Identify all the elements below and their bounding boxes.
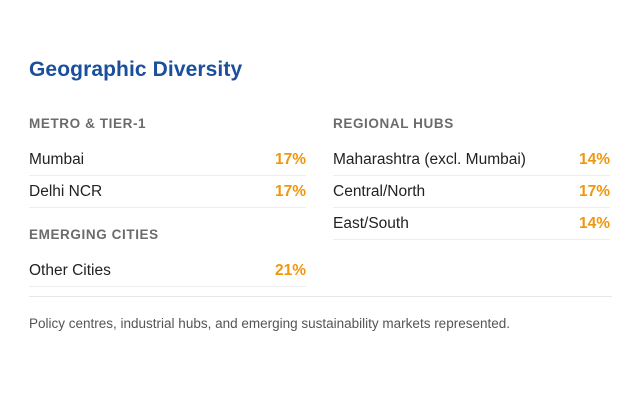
- footnote: Policy centres, industrial hubs, and eme…: [29, 316, 510, 331]
- group-heading-regional: REGIONAL HUBS: [333, 116, 454, 131]
- item-label: East/South: [333, 214, 409, 232]
- item-value: 17%: [578, 182, 610, 200]
- divider: [29, 296, 612, 297]
- right-column: REGIONAL HUBS Maharashtra (excl. Mumbai)…: [333, 114, 610, 240]
- item-label: Central/North: [333, 182, 426, 200]
- list-item-delhi-ncr: Delhi NCR 17%: [29, 176, 306, 208]
- item-value: 14%: [578, 214, 610, 232]
- item-label: Mumbai: [29, 150, 85, 168]
- item-label: Delhi NCR: [29, 182, 103, 200]
- item-value: 17%: [274, 150, 306, 168]
- left-column: METRO & TIER-1 Mumbai 17% Delhi NCR 17% …: [29, 114, 306, 287]
- item-label: Other Cities: [29, 261, 111, 279]
- list-item-east-south: East/South 14%: [333, 208, 610, 240]
- list-item-maharashtra: Maharashtra (excl. Mumbai) 14%: [333, 144, 610, 176]
- group-heading-emerging: EMERGING CITIES: [29, 227, 159, 242]
- item-value: 14%: [578, 150, 610, 168]
- item-label: Maharashtra (excl. Mumbai): [333, 150, 526, 168]
- section-title: Geographic Diversity: [29, 58, 243, 81]
- group-heading-metro: METRO & TIER-1: [29, 116, 147, 131]
- list-item-other-cities: Other Cities 21%: [29, 255, 306, 287]
- item-value: 21%: [274, 261, 306, 279]
- list-item-mumbai: Mumbai 17%: [29, 144, 306, 176]
- item-value: 17%: [274, 182, 306, 200]
- list-item-central-north: Central/North 17%: [333, 176, 610, 208]
